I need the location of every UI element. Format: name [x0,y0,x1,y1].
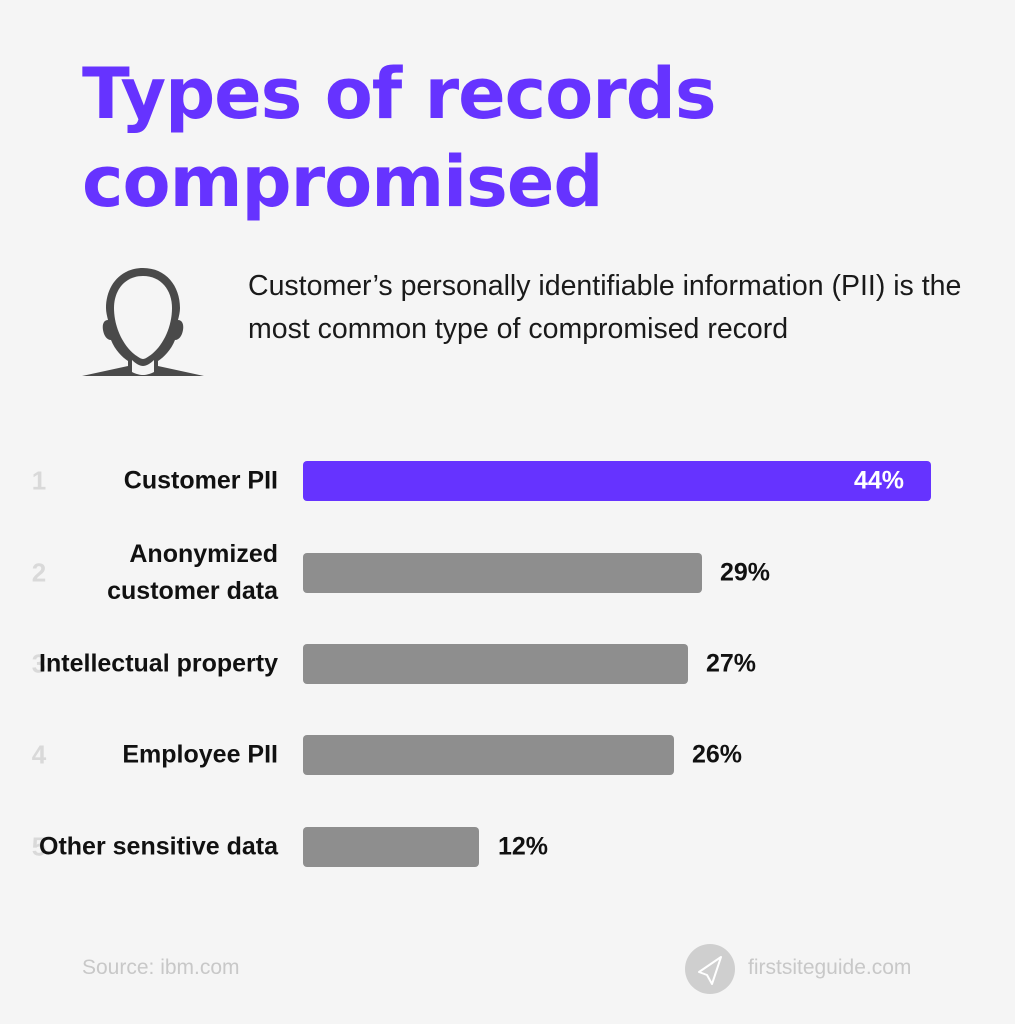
page-title: Types of records compromised [82,53,716,223]
bar [303,461,931,501]
person-silhouette-icon [82,268,204,376]
navigation-arrow-icon [685,944,735,994]
bar [303,735,674,775]
category-label: Intellectual property [39,649,278,678]
bar-row-anonymized-customer-data: 2 Anonymized customer data 29% [0,533,1015,613]
bar-row-employee-pii: 4 Employee PII 26% [0,715,1015,795]
bar-row-intellectual-property: 3 Intellectual property 27% [0,624,1015,704]
value-label: 27% [706,649,757,678]
rank-number: 5 [31,831,47,862]
rank-number: 4 [31,739,47,770]
bar [303,827,479,867]
source-text: Source: ibm.com [82,956,240,979]
category-label: Employee PII [122,740,278,769]
category-label: Anonymized customer data [107,540,278,605]
bar-row-other-sensitive-data: 5 Other sensitive data 12% [0,807,1015,887]
bar [303,644,688,684]
brand-link[interactable]: firstsiteguide.com [748,956,912,979]
value-label: 29% [720,558,771,587]
rank-number: 3 [31,648,47,679]
bar-row-customer-pii: 1 Customer PII 44% [0,441,1015,521]
value-label: 44% [854,466,905,495]
intro-text: Customer’s personally identifiable infor… [248,270,962,345]
bar [303,553,702,593]
category-label: Customer PII [123,466,278,495]
category-label: Other sensitive data [39,832,278,861]
value-label: 26% [692,740,743,769]
rank-number: 1 [31,465,47,496]
rank-number: 2 [31,557,47,588]
value-label: 12% [498,832,549,861]
